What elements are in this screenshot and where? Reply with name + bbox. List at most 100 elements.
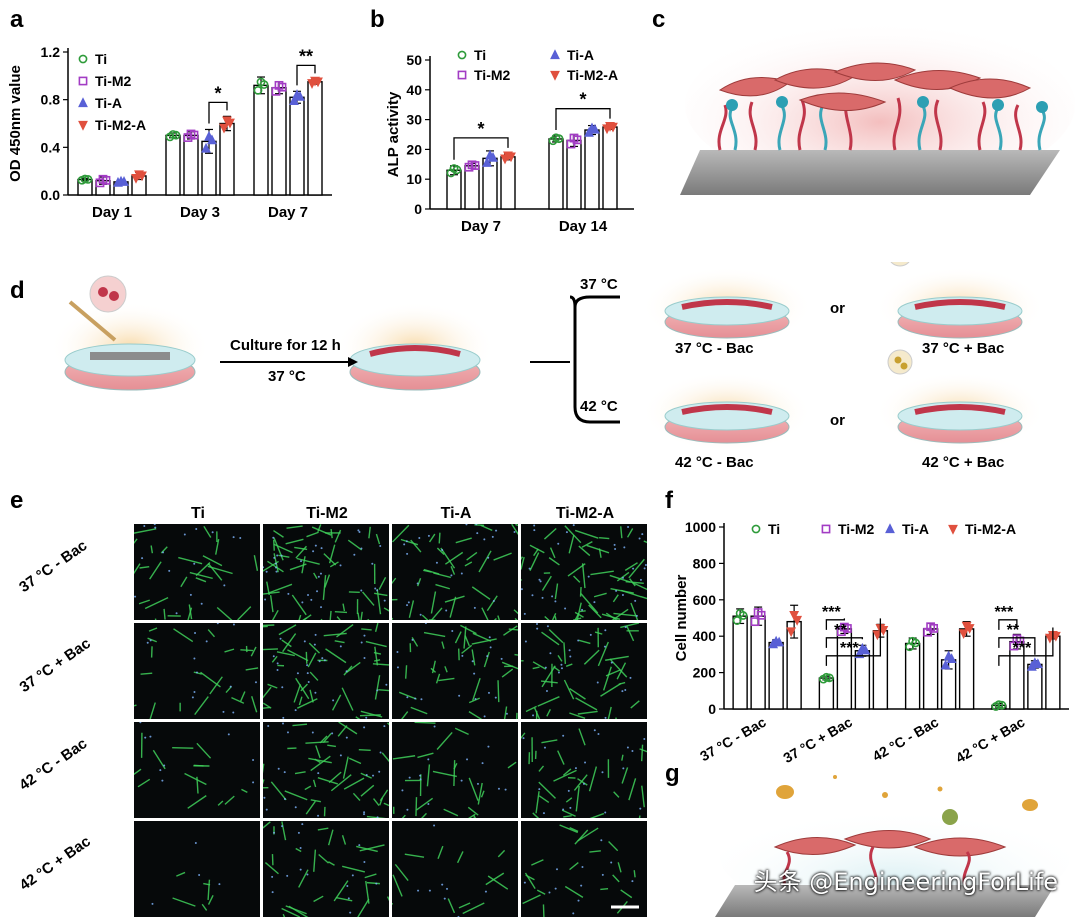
- nucleus-dot: [396, 651, 399, 654]
- nucleus-dot: [194, 631, 197, 634]
- cell-stroke: [625, 580, 644, 584]
- cell-stroke: [468, 711, 483, 719]
- nucleus-dot: [271, 875, 274, 878]
- cell-stroke: [401, 711, 409, 719]
- data-point: [756, 610, 766, 620]
- y-axis-label: OD 450nm value: [7, 65, 24, 182]
- cell-stroke: [201, 903, 208, 911]
- nucleus-dot: [265, 570, 268, 573]
- cell-stroke: [284, 790, 308, 801]
- cell-stroke: [271, 655, 278, 663]
- cell-stroke: [575, 697, 598, 711]
- data-point: [225, 118, 235, 129]
- cell-stroke: [456, 851, 464, 864]
- nucleus-dot: [163, 764, 166, 767]
- nucleus-dot: [450, 574, 453, 577]
- data-point: [506, 152, 516, 163]
- cell-stroke: [421, 812, 427, 818]
- legend-label: Ti-A: [902, 521, 929, 537]
- nucleus-dot: [465, 524, 468, 526]
- data-point: [313, 77, 323, 88]
- nucleus-dot: [134, 595, 137, 598]
- bar: [768, 641, 784, 710]
- nucleus-dot: [427, 758, 430, 761]
- cell-stroke: [331, 694, 342, 711]
- nucleus-dot: [406, 808, 409, 811]
- nucleus-dot: [144, 736, 147, 739]
- cell-stroke: [163, 608, 166, 620]
- or-label-top: or: [830, 300, 845, 317]
- cell-stroke: [574, 529, 599, 539]
- cell-stroke: [497, 849, 506, 858]
- nucleus-dot: [610, 861, 613, 864]
- cell-stroke: [551, 613, 557, 620]
- nucleus-dot: [360, 547, 363, 550]
- nucleus-dot: [263, 566, 265, 569]
- nucleus-dot: [339, 645, 342, 648]
- legend-marker: [550, 49, 560, 60]
- nucleus-dot: [301, 601, 304, 604]
- data-point: [872, 630, 883, 641]
- cell-stroke: [309, 671, 319, 681]
- cell-stroke: [368, 526, 371, 539]
- cell-stroke: [338, 722, 358, 735]
- data-point: [792, 615, 803, 626]
- cell-stroke: [493, 552, 512, 561]
- nucleus-dot: [407, 601, 410, 604]
- y-tick-label: 0.8: [41, 92, 61, 108]
- y-tick-label: 0: [708, 701, 716, 717]
- data-point: [219, 123, 229, 134]
- nucleus-dot: [319, 572, 322, 575]
- nucleus-dot: [151, 902, 154, 905]
- nucleus-dot: [267, 725, 270, 728]
- cell-stroke: [602, 666, 612, 691]
- cell-stroke: [134, 563, 141, 575]
- nucleus-dot: [624, 626, 627, 629]
- cell-stroke: [481, 607, 489, 620]
- bar: [566, 139, 582, 210]
- nucleus-dot: [408, 776, 411, 779]
- cell-stroke: [323, 632, 347, 637]
- cell-stroke: [312, 779, 317, 788]
- nucleus-dot: [276, 554, 279, 557]
- cell-stroke: [383, 607, 389, 612]
- cell-stroke: [404, 853, 425, 858]
- x-tick-label: 42 °C - Bac: [870, 714, 942, 765]
- cell-stroke: [471, 638, 497, 645]
- cell-stroke: [569, 826, 579, 833]
- y-tick-label: 0.4: [41, 139, 61, 155]
- cell-stroke: [468, 813, 476, 818]
- legend-marker: [751, 524, 761, 534]
- cell-stroke: [562, 768, 572, 776]
- y-tick-label: 30: [406, 112, 422, 128]
- nucleus-dot: [318, 660, 321, 663]
- cell-stroke: [240, 649, 254, 652]
- legend-label: Ti-M2-A: [965, 521, 1016, 537]
- bar: [1027, 663, 1043, 710]
- nucleus-dot: [623, 546, 626, 549]
- y-tick-label: 50: [406, 52, 422, 68]
- nucleus-dot: [500, 657, 503, 660]
- cell-stroke: [553, 769, 577, 782]
- bar: [500, 156, 516, 210]
- nucleus-dot: [374, 587, 377, 590]
- bar: [307, 81, 323, 196]
- cell-stroke: [508, 628, 518, 631]
- cell-stroke: [392, 755, 416, 760]
- cell-stroke: [374, 646, 379, 666]
- x-tick-label: 42 °C + Bac: [953, 714, 1028, 766]
- cell-stroke: [187, 607, 193, 620]
- cell-stroke: [308, 642, 321, 654]
- cell-stroke: [348, 757, 362, 765]
- cell-stroke: [458, 902, 471, 909]
- significance-bracket: [998, 619, 1018, 630]
- nucleus-dot: [198, 873, 201, 876]
- cell-stroke: [428, 533, 436, 543]
- cell-stroke: [417, 578, 422, 587]
- nucleus-dot: [567, 789, 570, 792]
- cell-stroke: [366, 881, 380, 885]
- cell-stroke: [400, 538, 419, 546]
- chart-b-alp-activity: 0 10 20 30 40 50 ALP activity Day 7 Day 14 * * Ti Ti…: [385, 47, 634, 235]
- x-tick-label: Day 1: [92, 204, 132, 221]
- significance-bracket: [998, 627, 1054, 666]
